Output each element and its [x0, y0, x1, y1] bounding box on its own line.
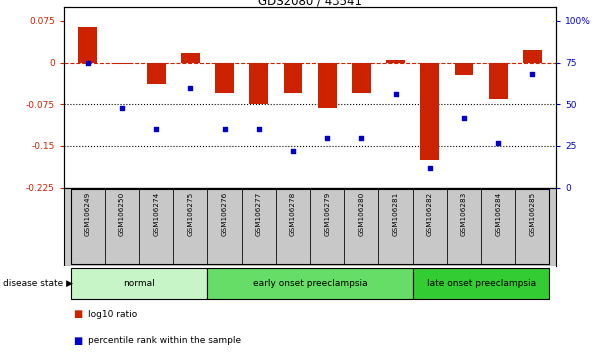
Point — [493, 140, 503, 145]
Text: log10 ratio: log10 ratio — [88, 310, 137, 319]
FancyBboxPatch shape — [481, 189, 516, 264]
FancyBboxPatch shape — [207, 268, 413, 299]
Text: GSM106249: GSM106249 — [85, 192, 91, 236]
FancyBboxPatch shape — [310, 189, 344, 264]
Point — [185, 85, 195, 91]
Bar — [352, 63, 371, 93]
FancyBboxPatch shape — [139, 189, 173, 264]
Bar — [78, 27, 97, 63]
Text: early onset preeclampsia: early onset preeclampsia — [253, 279, 367, 288]
Text: GSM106281: GSM106281 — [393, 192, 399, 236]
Point — [117, 105, 127, 110]
Bar — [386, 60, 405, 63]
FancyBboxPatch shape — [173, 189, 207, 264]
Point — [151, 126, 161, 132]
Text: GSM106274: GSM106274 — [153, 192, 159, 236]
FancyBboxPatch shape — [71, 189, 105, 264]
FancyBboxPatch shape — [413, 189, 447, 264]
Bar — [455, 63, 474, 75]
Text: GSM106283: GSM106283 — [461, 192, 467, 236]
Text: late onset preeclampsia: late onset preeclampsia — [427, 279, 536, 288]
FancyBboxPatch shape — [379, 189, 413, 264]
FancyBboxPatch shape — [207, 189, 242, 264]
FancyBboxPatch shape — [105, 189, 139, 264]
FancyBboxPatch shape — [71, 268, 207, 299]
Point — [528, 72, 537, 77]
FancyBboxPatch shape — [413, 268, 550, 299]
Point — [254, 126, 264, 132]
FancyBboxPatch shape — [447, 189, 481, 264]
Bar — [523, 50, 542, 63]
FancyBboxPatch shape — [276, 189, 310, 264]
Text: GSM106284: GSM106284 — [495, 192, 501, 236]
Text: percentile rank within the sample: percentile rank within the sample — [88, 336, 241, 345]
Point — [322, 135, 332, 141]
Title: GDS2080 / 43541: GDS2080 / 43541 — [258, 0, 362, 7]
Bar — [249, 63, 268, 104]
Point — [219, 126, 229, 132]
Bar — [420, 63, 439, 160]
Text: ■: ■ — [73, 336, 82, 346]
Text: GSM106275: GSM106275 — [187, 192, 193, 236]
Text: GSM106282: GSM106282 — [427, 192, 433, 236]
Text: normal: normal — [123, 279, 155, 288]
Bar — [181, 53, 200, 63]
Bar — [112, 63, 131, 64]
Text: GSM106276: GSM106276 — [221, 192, 227, 236]
Text: GSM106278: GSM106278 — [290, 192, 296, 236]
Point — [459, 115, 469, 120]
Bar — [147, 63, 165, 84]
Point — [391, 91, 401, 97]
FancyBboxPatch shape — [516, 189, 550, 264]
FancyBboxPatch shape — [242, 189, 276, 264]
Text: GSM106279: GSM106279 — [324, 192, 330, 236]
Text: GSM106280: GSM106280 — [358, 192, 364, 236]
Text: GSM106277: GSM106277 — [256, 192, 262, 236]
Text: ■: ■ — [73, 309, 82, 319]
Point — [83, 60, 92, 65]
Bar — [489, 63, 508, 99]
Bar — [215, 63, 234, 93]
Text: GSM106285: GSM106285 — [530, 192, 536, 236]
Point — [356, 135, 366, 141]
FancyBboxPatch shape — [344, 189, 379, 264]
Text: disease state ▶: disease state ▶ — [3, 279, 73, 288]
Text: GSM106250: GSM106250 — [119, 192, 125, 236]
Point — [425, 165, 435, 171]
Point — [288, 148, 298, 154]
Bar — [318, 63, 337, 108]
Bar — [283, 63, 302, 93]
